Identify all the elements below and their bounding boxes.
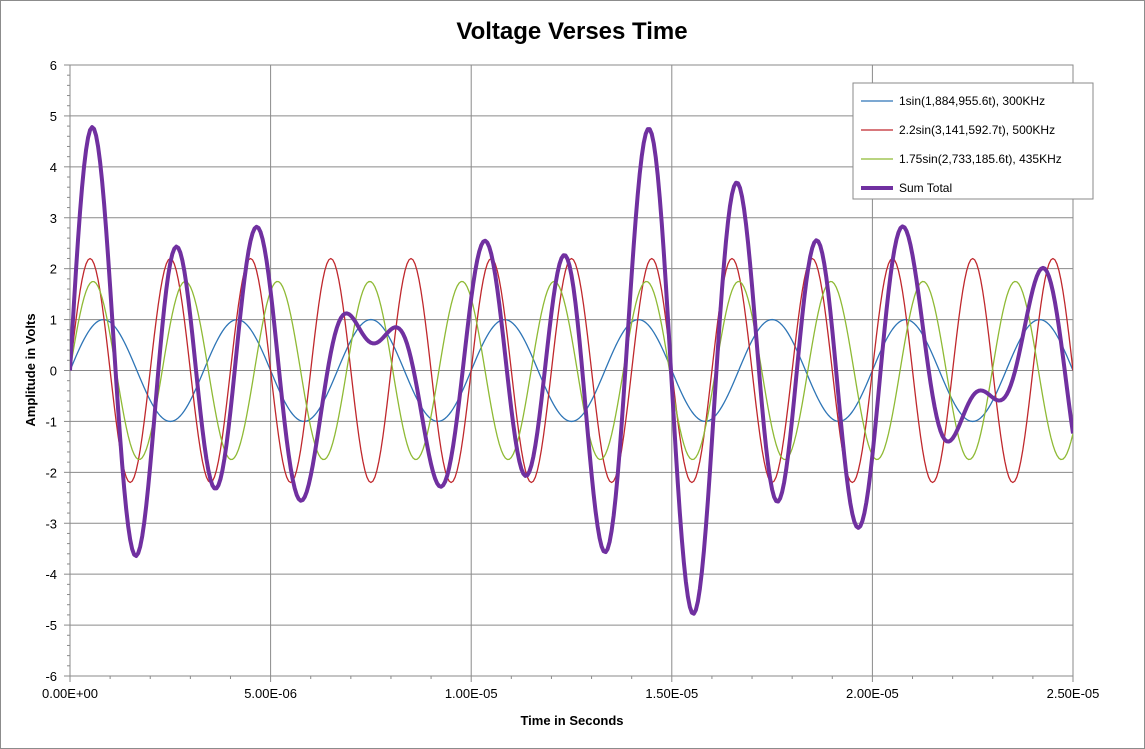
y-tick-label: 3 xyxy=(50,211,57,226)
x-axis: 0.00E+00 5.00E-06 1.00E-05 1.50E-05 2.00E-05… xyxy=(42,676,1099,701)
chart-title: Voltage Verses Time xyxy=(456,18,687,45)
x-tick-label: 5.00E-06 xyxy=(244,686,297,701)
y-tick-label: 0 xyxy=(50,364,57,379)
series-line-3 xyxy=(70,280,1073,461)
y-tick-label: -4 xyxy=(45,567,57,582)
y-tick-label: 5 xyxy=(50,109,57,124)
series-line-1 xyxy=(70,318,1073,423)
y-axis: -6 -5 -4 -3 -2 -1 0 1 2 3 4 5 6 xyxy=(45,58,70,684)
x-tick-label: 0.00E+00 xyxy=(42,686,98,701)
legend-label: 2.2sin(3,141,592.7t), 500KHz xyxy=(899,123,1055,137)
y-axis-title: Amplitude in Volts xyxy=(23,313,38,426)
x-tick-label: 2.00E-05 xyxy=(846,686,899,701)
y-tick-label: -1 xyxy=(45,414,57,429)
x-tick-label: 2.50E-05 xyxy=(1047,686,1100,701)
y-tick-label: 2 xyxy=(50,262,57,277)
y-tick-label: 4 xyxy=(50,160,57,175)
y-tick-label: -6 xyxy=(45,669,57,684)
legend-label: Sum Total xyxy=(899,181,952,195)
legend-box xyxy=(852,82,1094,200)
y-tick-label: -5 xyxy=(45,618,57,633)
x-tick-label: 1.50E-05 xyxy=(645,686,698,701)
legend: 1sin(1,884,955.6t), 300KHz 2.2sin(3,141,5… xyxy=(852,82,1094,200)
y-tick-label: -3 xyxy=(45,516,57,531)
series-line-2 xyxy=(70,257,1073,484)
y-tick-label: -2 xyxy=(45,465,57,480)
x-tick-label: 1.00E-05 xyxy=(445,686,498,701)
legend-label: 1.75sin(2,733,185.6t), 435KHz xyxy=(899,152,1062,166)
series-line-4 xyxy=(70,125,1073,616)
legend-label: 1sin(1,884,955.6t), 300KHz xyxy=(899,94,1045,108)
series-layer xyxy=(70,125,1073,616)
y-tick-label: 6 xyxy=(50,58,57,73)
x-axis-title: Time in Seconds xyxy=(520,713,623,728)
y-tick-label: 1 xyxy=(50,313,57,328)
